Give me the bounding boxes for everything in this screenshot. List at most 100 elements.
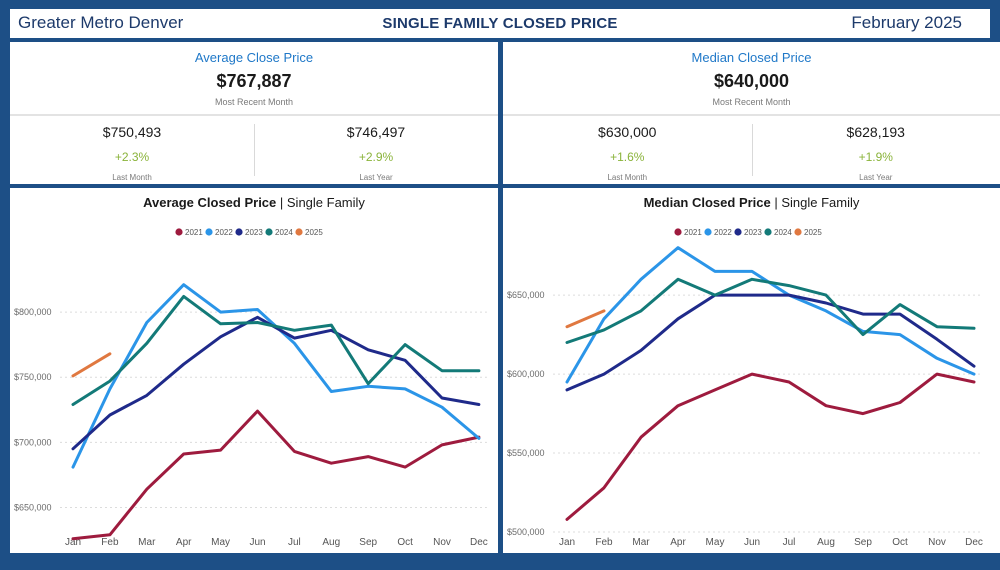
kpi-card-median: Median Closed Price $640,000 Most Recent… [503,42,1000,184]
series-line-2024 [71,294,481,406]
legend-label-2023: 2023 [744,228,762,237]
chart-title-sep: | [276,195,287,210]
legend-marker-2023 [734,228,742,236]
legend-label-2025: 2025 [305,228,323,237]
chart-title-main: Average Closed Price [143,195,277,210]
x-tick-label: Dec [965,537,983,548]
series-line-2021 [565,372,976,521]
kpi-comparison-last-month: $630,000 +1.6% Last Month [503,118,752,182]
legend-marker-2023 [235,228,243,236]
series-line-2021 [71,409,481,541]
y-tick-label: $700,000 [14,437,52,447]
x-tick-label: Apr [670,537,686,548]
comparison-label: Last Year [359,173,393,182]
legend-marker-2022 [704,228,712,236]
median-price-chart-panel: Median Closed Price | Single Family $500… [503,188,1000,553]
series-line-2022 [565,246,976,384]
kpi-value-label: Most Recent Month [712,97,791,107]
x-tick-label: Oct [892,537,908,548]
y-tick-label: $750,000 [14,372,52,382]
comparison-value: $628,193 [846,124,905,140]
x-tick-label: May [706,537,725,548]
kpi-value-label: Most Recent Month [214,97,294,107]
header-bar: Greater Metro Denver SINGLE FAMILY CLOSE… [10,9,990,38]
legend-marker-2025 [794,228,802,236]
average-price-chart-panel: Average Closed Price | Single Family $65… [10,188,498,553]
legend-marker-2025 [295,228,303,236]
y-tick-label: $650,000 [14,502,52,512]
series-line-2024 [565,277,976,344]
comparison-value: $746,497 [346,124,406,140]
x-tick-label: Jan [65,537,81,548]
legend-label-2025: 2025 [804,228,822,237]
x-tick-label: Nov [928,537,946,548]
x-tick-label: Mar [632,537,650,548]
x-tick-label: Jun [249,537,265,548]
legend-marker-2022 [205,228,213,236]
legend-label-2022: 2022 [714,228,732,237]
median-price-chart: $500,000 $550,000 $600,000 $650,000 Jan Feb Ma… [507,228,983,548]
x-tick-label: May [211,537,230,548]
x-tick-label: Jun [744,537,760,548]
comparison-value: $750,493 [102,124,162,140]
kpi-vertical-divider [254,124,255,176]
report-title: SINGLE FAMILY CLOSED PRICE [382,15,618,32]
region-title: Greater Metro Denver [18,13,184,32]
chart-title-sub: Single Family [781,195,860,210]
x-tick-label: Feb [101,537,119,548]
x-tick-label: Nov [433,537,451,548]
legend-label-2021: 2021 [684,228,702,237]
x-tick-label: Oct [397,537,413,548]
chart-title: Median Closed Price | Single Family [503,195,1000,210]
x-tick-label: Mar [138,537,156,548]
kpi-divider [503,114,1000,116]
legend-marker-2021 [674,228,682,236]
x-tick-label: Aug [817,537,835,548]
kpi-divider [10,114,498,116]
y-tick-label: $500,000 [507,527,545,537]
comparison-change: +1.6% [610,150,645,164]
comparison-change: +2.3% [114,150,150,164]
y-tick-label: $650,000 [507,290,545,300]
kpi-value: $640,000 [713,71,790,91]
kpi-comparison-last-month: $750,493 +2.3% Last Month [10,118,254,182]
report-date: February 2025 [851,13,962,32]
x-tick-label: Dec [470,537,488,548]
x-tick-label: Feb [595,537,613,548]
comparison-label: Last Month [112,173,152,182]
legend-label-2021: 2021 [185,228,203,237]
kpi-comparison-last-year: $628,193 +1.9% Last Year [752,118,1000,182]
series-line-2025 [565,309,606,329]
kpi-comparison-last-year: $746,497 +2.9% Last Year [254,118,498,182]
comparison-change: +2.9% [358,150,394,164]
chart-title-sep: | [770,195,782,210]
kpi-vertical-divider [751,124,753,176]
x-tick-label: Sep [359,537,377,548]
comparison-label: Last Month [607,173,648,182]
kpi-value: $767,887 [216,71,292,91]
average-price-chart: $650,000 $700,000 $750,000 $800,000 Jan Feb Ma… [14,228,488,548]
chart-title-sub: Single Family [286,195,365,210]
kpi-title: Average Close Price [194,50,314,65]
x-tick-label: Sep [854,537,872,548]
legend-label-2023: 2023 [245,228,263,237]
x-tick-label: Aug [322,537,340,548]
legend-label-2024: 2024 [774,228,792,237]
x-tick-label: Jul [783,537,796,548]
x-tick-label: Jul [288,537,301,548]
legend-marker-2024 [764,228,772,236]
x-tick-label: Jan [559,537,575,548]
chart-title: Average Closed Price | Single Family [10,195,498,210]
series-line-2025 [71,352,112,378]
y-tick-label: $800,000 [14,307,52,317]
legend-label-2022: 2022 [215,228,233,237]
comparison-value: $630,000 [598,124,657,140]
legend-marker-2024 [265,228,273,236]
series-line-2023 [565,293,976,392]
y-tick-label: $600,000 [507,369,545,379]
legend-label-2024: 2024 [275,228,293,237]
comparison-change: +1.9% [858,150,893,164]
legend-marker-2021 [175,228,183,236]
kpi-title: Median Closed Price [691,50,812,65]
kpi-card-average: Average Close Price $767,887 Most Recent… [10,42,498,184]
